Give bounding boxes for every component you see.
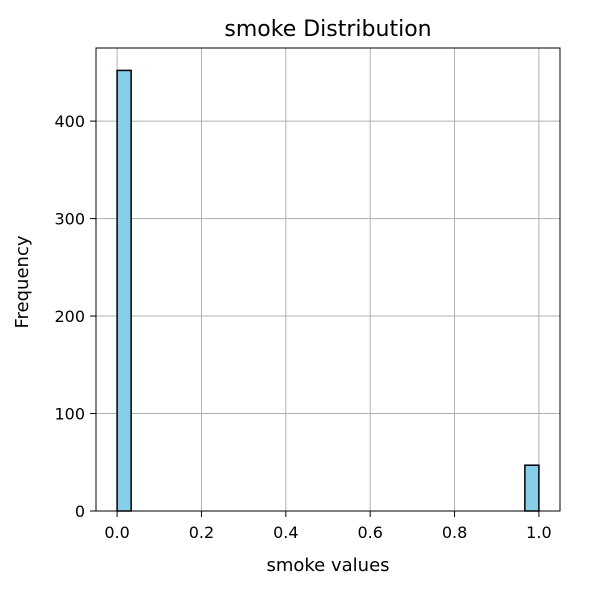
bars	[116, 69, 540, 512]
x-tick-label-5: 1.0	[526, 523, 551, 542]
x-tick-label-3: 0.6	[357, 523, 382, 542]
y-tick-label-0: 0	[75, 502, 85, 521]
y-tick-label-1: 100	[54, 405, 85, 424]
y-tick-label-2: 200	[54, 307, 85, 326]
y-tick-label-4: 400	[54, 112, 85, 131]
chart-title: smoke Distribution	[224, 17, 431, 42]
grid	[96, 48, 560, 512]
y-tick-label-3: 300	[54, 210, 85, 229]
x-tick-label-2: 0.4	[273, 523, 298, 542]
x-axis-label: smoke values	[266, 555, 389, 576]
x-tick-label-0: 0.0	[104, 523, 129, 542]
x-tick-label-1: 0.2	[189, 523, 214, 542]
ticks: 0.0 0.2 0.4 0.6 0.8 1.0 0 100 200 300 400	[54, 112, 551, 542]
y-axis-label: Frequency	[12, 235, 33, 328]
x-tick-label-4: 0.8	[442, 523, 467, 542]
histogram-bar-0	[116, 69, 132, 512]
plot-frame	[95, 47, 561, 512]
histogram-bar-1	[524, 464, 540, 512]
